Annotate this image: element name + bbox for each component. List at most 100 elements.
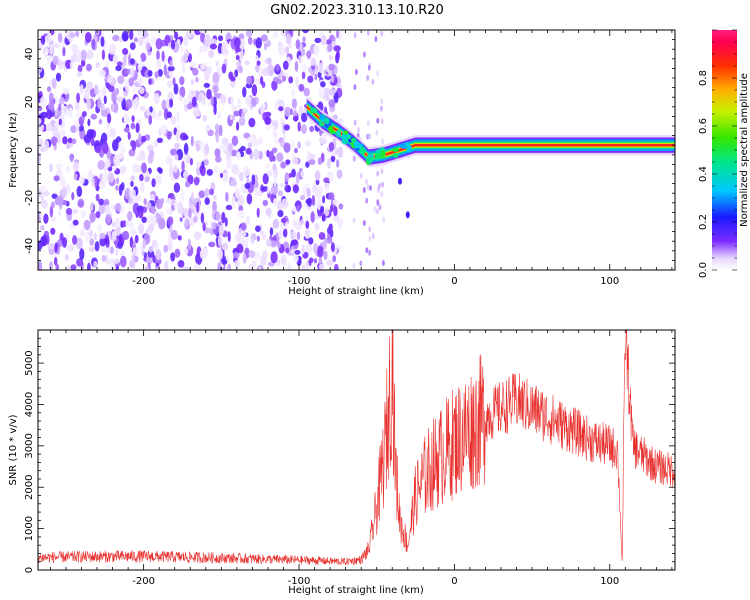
spectrogram-cell [199,249,207,260]
spectrogram-cell [101,171,109,184]
spectrogram-cell [132,84,136,93]
spectrogram-cell [301,71,306,80]
spectrogram-cell [179,76,185,86]
spectrogram-cell [231,197,236,210]
spectrogram-cell [186,244,194,257]
signal-blob [335,129,341,138]
x-tick-label: -200 [132,276,155,287]
spectrogram-cell [204,69,210,81]
spectrogram-cell [382,260,385,266]
spectrogram-cell [216,248,224,260]
y-tick-label: 40 [24,48,35,61]
spectrogram-cell [276,79,283,84]
spectrogram-cell [254,252,261,261]
spectrogram-cell [210,38,218,45]
spectrogram-cell [368,249,371,256]
spectrogram-cell [376,170,380,177]
spectrogram-cell [115,88,120,95]
x-tick-label: 100 [600,276,619,287]
spectrogram-cell [301,112,308,123]
spectrogram-cell [267,57,272,66]
spectrogram-cell [230,181,238,187]
spectrogram-cell [49,206,54,218]
spectrogram-cell [83,90,90,100]
spectrogram-cell [174,142,180,150]
spectrogram-cell [262,173,269,185]
spectrogram-cell [163,244,169,253]
spectrogram-cell [291,88,296,98]
spectrogram-cell [101,246,108,253]
spectrogram-cell [142,239,147,249]
spectrogram-cell [130,122,136,130]
spectrogram-cell [191,191,194,204]
spectrogram-cell [184,181,191,188]
spectrogram-cell [43,213,49,224]
spectrogram-cell [355,69,358,75]
spectrogram-cell [284,172,289,183]
spectrogram-cell [71,208,79,215]
spectrogram-cell [380,98,384,105]
spectrogram-cell [180,189,185,202]
spectrogram-cell [380,105,383,112]
spectrogram-cell [71,43,79,54]
spectrogram-cell [217,112,221,119]
spectrogram-cell [294,147,298,154]
spectrogram-cell [334,263,339,270]
spectrogram-cell [119,165,127,174]
spectrogram-cell [153,92,160,105]
spectrogram-cell [352,262,356,269]
spectrogram-cell [167,65,175,72]
spectrogram-cell [258,136,263,145]
spectrogram-cell [209,43,217,50]
spectrogram-cell [315,178,320,186]
spectrogram-cell [125,221,129,227]
spectrogram-cell [53,175,60,182]
spectrogram-cell [230,96,234,107]
spectrogram-cell [186,103,194,110]
spectrogram-cell [318,257,323,265]
spectrogram-cell [333,205,338,217]
spectrogram-cell [170,39,176,50]
spectrogram-cell [156,137,163,143]
spectrogram-cell [105,254,109,266]
colorbar-label: Normalized spectral amplitude [739,73,750,227]
spectrogram-cell [183,142,189,155]
colorbar-tick-label: 0.6 [698,118,709,134]
spectrogram-cell [227,157,233,168]
y-tick-label: 4000 [24,392,35,417]
signal-blob [366,156,373,164]
spectrogram-cell [368,226,372,233]
colorbar: 0.0 0.2 0.4 0.6 0.8 Normalized spectral ampl… [698,29,750,278]
spectrogram-cell [105,214,111,226]
spectrogram-cell [305,229,310,239]
spectrogram-cell [50,216,57,222]
spectrogram-cell [38,260,43,270]
spectrogram-cell [112,258,121,264]
y-tick-label: 2000 [24,475,35,500]
spectrogram-cell [306,187,311,198]
spectrogram-cell [90,137,95,147]
spectrogram-cell [155,249,162,261]
spectrogram-cell [136,155,141,161]
spectrogram-cell [284,106,292,117]
spectrogram-cell [156,58,162,69]
spectrogram-cell [221,211,226,224]
spectrogram-cell [89,246,96,253]
spectrogram-cell [123,127,130,133]
spectrogram-cell [183,35,189,47]
spectrogram-cell [112,34,120,42]
spectrogram-cell [261,186,269,192]
spectrogram-cell [95,145,102,153]
spectrogram-cell [171,204,175,211]
spectrogram-cell [146,201,152,210]
spectrogram-cell [221,242,229,251]
spectrogram-cell [332,199,339,206]
spectrogram-cell [51,77,57,89]
spectrogram-cell [94,175,98,188]
spectrogram-cell [52,55,59,66]
spectrogram-cell [67,137,73,144]
spectrogram-cell [247,36,253,45]
spectrogram-cell [158,167,163,174]
spectrogram-cell [174,31,179,40]
spectrogram-cell [93,232,98,241]
